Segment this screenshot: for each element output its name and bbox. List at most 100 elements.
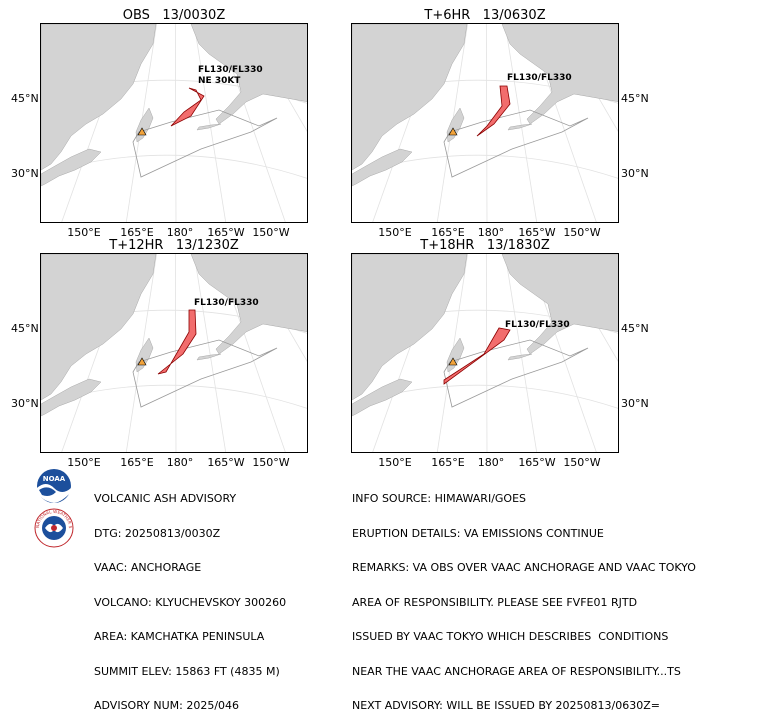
- advisory-line: ISSUED BY VAAC TOKYO WHICH DESCRIBES CON…: [352, 630, 669, 643]
- volcano-marker-icon: [448, 357, 458, 366]
- land: [41, 254, 307, 417]
- map-panel-t6: [351, 23, 619, 223]
- land-asia: [352, 24, 468, 171]
- panel-title-t18: T+18HR 13/1830Z: [420, 238, 550, 253]
- land-north-america: [190, 24, 307, 125]
- ash-cloud-polygon: [443, 327, 511, 385]
- advisory-line: INFO SOURCE: HIMAWARI/GOES: [352, 492, 527, 505]
- volcano-marker-icon: [137, 127, 147, 136]
- ash-cloud-polygon: [157, 309, 197, 375]
- lon-label: 180°: [477, 226, 505, 239]
- map-panel-obs: [40, 23, 308, 223]
- noaa-logo: NOAA: [37, 469, 71, 503]
- meridian-line: [174, 254, 177, 452]
- meridian-line: [125, 254, 158, 452]
- land-kamchatka: [135, 107, 154, 143]
- ash-cloud-polygon: [170, 87, 205, 127]
- advisory-line: ERUPTION DETAILS: VA EMISSIONS CONTINUE: [352, 526, 604, 540]
- advisory-line: VOLCANIC ASH ADVISORY: [94, 492, 237, 505]
- lon-label: 150°E: [378, 226, 412, 239]
- lon-label: 180°: [166, 226, 194, 239]
- land-north-america: [501, 24, 618, 125]
- advisory-line: VAAC: ANCHORAGE: [94, 561, 202, 574]
- lon-label: 150°E: [378, 456, 412, 469]
- meridian-line: [485, 254, 488, 452]
- land-aleutians: [507, 123, 533, 131]
- land: [352, 24, 618, 187]
- lon-label: 150°W: [563, 226, 601, 239]
- vaac-boundary: [443, 339, 589, 408]
- basemap: [41, 24, 307, 222]
- lon-label: 150°W: [252, 456, 290, 469]
- advisory-line: REMARKS: VA OBS OVER VAAC ANCHORAGE AND …: [352, 561, 696, 574]
- advisory-line: AREA OF RESPONSIBILITY. PLEASE SEE FVFE0…: [352, 595, 638, 609]
- land-kamchatka: [135, 337, 154, 373]
- lon-label: 165°W: [518, 456, 556, 469]
- basemap: [352, 254, 618, 452]
- noaa-logo-text: NOAA: [43, 475, 66, 483]
- land-asia: [41, 254, 157, 401]
- meridian-line: [193, 24, 227, 222]
- land-north-america: [501, 254, 618, 355]
- meridian-line: [193, 254, 227, 452]
- lat-label-45n: 45°N: [621, 322, 649, 335]
- land-asia: [352, 254, 468, 401]
- vaac-boundary: [132, 109, 278, 178]
- vaac-boundary: [132, 339, 278, 408]
- lon-label: 165°E: [120, 456, 154, 469]
- ash-cloud-polygon: [476, 85, 511, 137]
- lon-label: 150°E: [67, 456, 101, 469]
- land: [41, 24, 307, 187]
- meridian-line: [504, 254, 538, 452]
- lat-label-45n: 45°N: [11, 92, 39, 105]
- lon-label: 165°E: [120, 226, 154, 239]
- lat-label-30n: 30°N: [621, 167, 649, 180]
- advisory-left-text: VOLCANIC ASH ADVISORY DTG: 20250813/0030…: [94, 470, 286, 723]
- volcano-marker-icon: [448, 127, 458, 136]
- lon-label: 150°E: [67, 226, 101, 239]
- lat-label-30n: 30°N: [621, 397, 649, 410]
- flight-level-label: FL130/FL330 NE 30KT: [198, 65, 263, 86]
- lon-label: 150°W: [252, 226, 290, 239]
- advisory-line: DTG: 20250813/0030Z: [94, 526, 221, 540]
- volcano-marker-icon: [137, 357, 147, 366]
- land-aleutians: [196, 353, 222, 361]
- lon-label: 165°E: [431, 456, 465, 469]
- land-kamchatka: [446, 107, 465, 143]
- lon-label: 165°W: [207, 226, 245, 239]
- meridian-line: [485, 24, 488, 222]
- basemap: [41, 254, 307, 452]
- advisory-right-text: INFO SOURCE: HIMAWARI/GOES ERUPTION DETA…: [352, 470, 696, 723]
- map-panel-t12: [40, 253, 308, 453]
- lon-label: 165°W: [518, 226, 556, 239]
- panel-title-obs: OBS 13/0030Z: [122, 8, 226, 23]
- meridian-line: [436, 24, 469, 222]
- lat-label-45n: 45°N: [621, 92, 649, 105]
- lat-label-30n: 30°N: [11, 167, 39, 180]
- advisory-line: VOLCANO: KLYUCHEVSKOY 300260: [94, 595, 287, 609]
- land-asia: [41, 24, 157, 171]
- land-japan: [352, 148, 413, 187]
- lat-label-45n: 45°N: [11, 322, 39, 335]
- nws-logo: NATIONAL WEATHER SERVICE: [34, 508, 74, 548]
- meridian-line: [504, 24, 538, 222]
- flight-level-label: FL130/FL330: [507, 73, 572, 83]
- advisory-line: ADVISORY NUM: 2025/046: [94, 699, 240, 712]
- lon-label: 180°: [166, 456, 194, 469]
- basemap: [352, 24, 618, 222]
- panel-title-t6: T+6HR 13/0630Z: [424, 8, 546, 23]
- land-kamchatka: [446, 337, 465, 373]
- advisory-line: SUMMIT ELEV: 15863 FT (4835 M): [94, 664, 280, 678]
- panel-title-t12: T+12HR 13/1230Z: [109, 238, 239, 253]
- lon-label: 180°: [477, 456, 505, 469]
- land-japan: [41, 378, 102, 417]
- land-japan: [41, 148, 102, 187]
- flight-level-label: FL130/FL330: [194, 298, 259, 308]
- advisory-line: NEAR THE VAAC ANCHORAGE AREA OF RESPONSI…: [352, 664, 681, 678]
- lon-label: 165°E: [431, 226, 465, 239]
- lat-label-30n: 30°N: [11, 397, 39, 410]
- map-panel-t18: [351, 253, 619, 453]
- land-north-america: [190, 254, 307, 355]
- advisory-line: NEXT ADVISORY: WILL BE ISSUED BY 2025081…: [352, 699, 660, 712]
- lon-label: 150°W: [563, 456, 601, 469]
